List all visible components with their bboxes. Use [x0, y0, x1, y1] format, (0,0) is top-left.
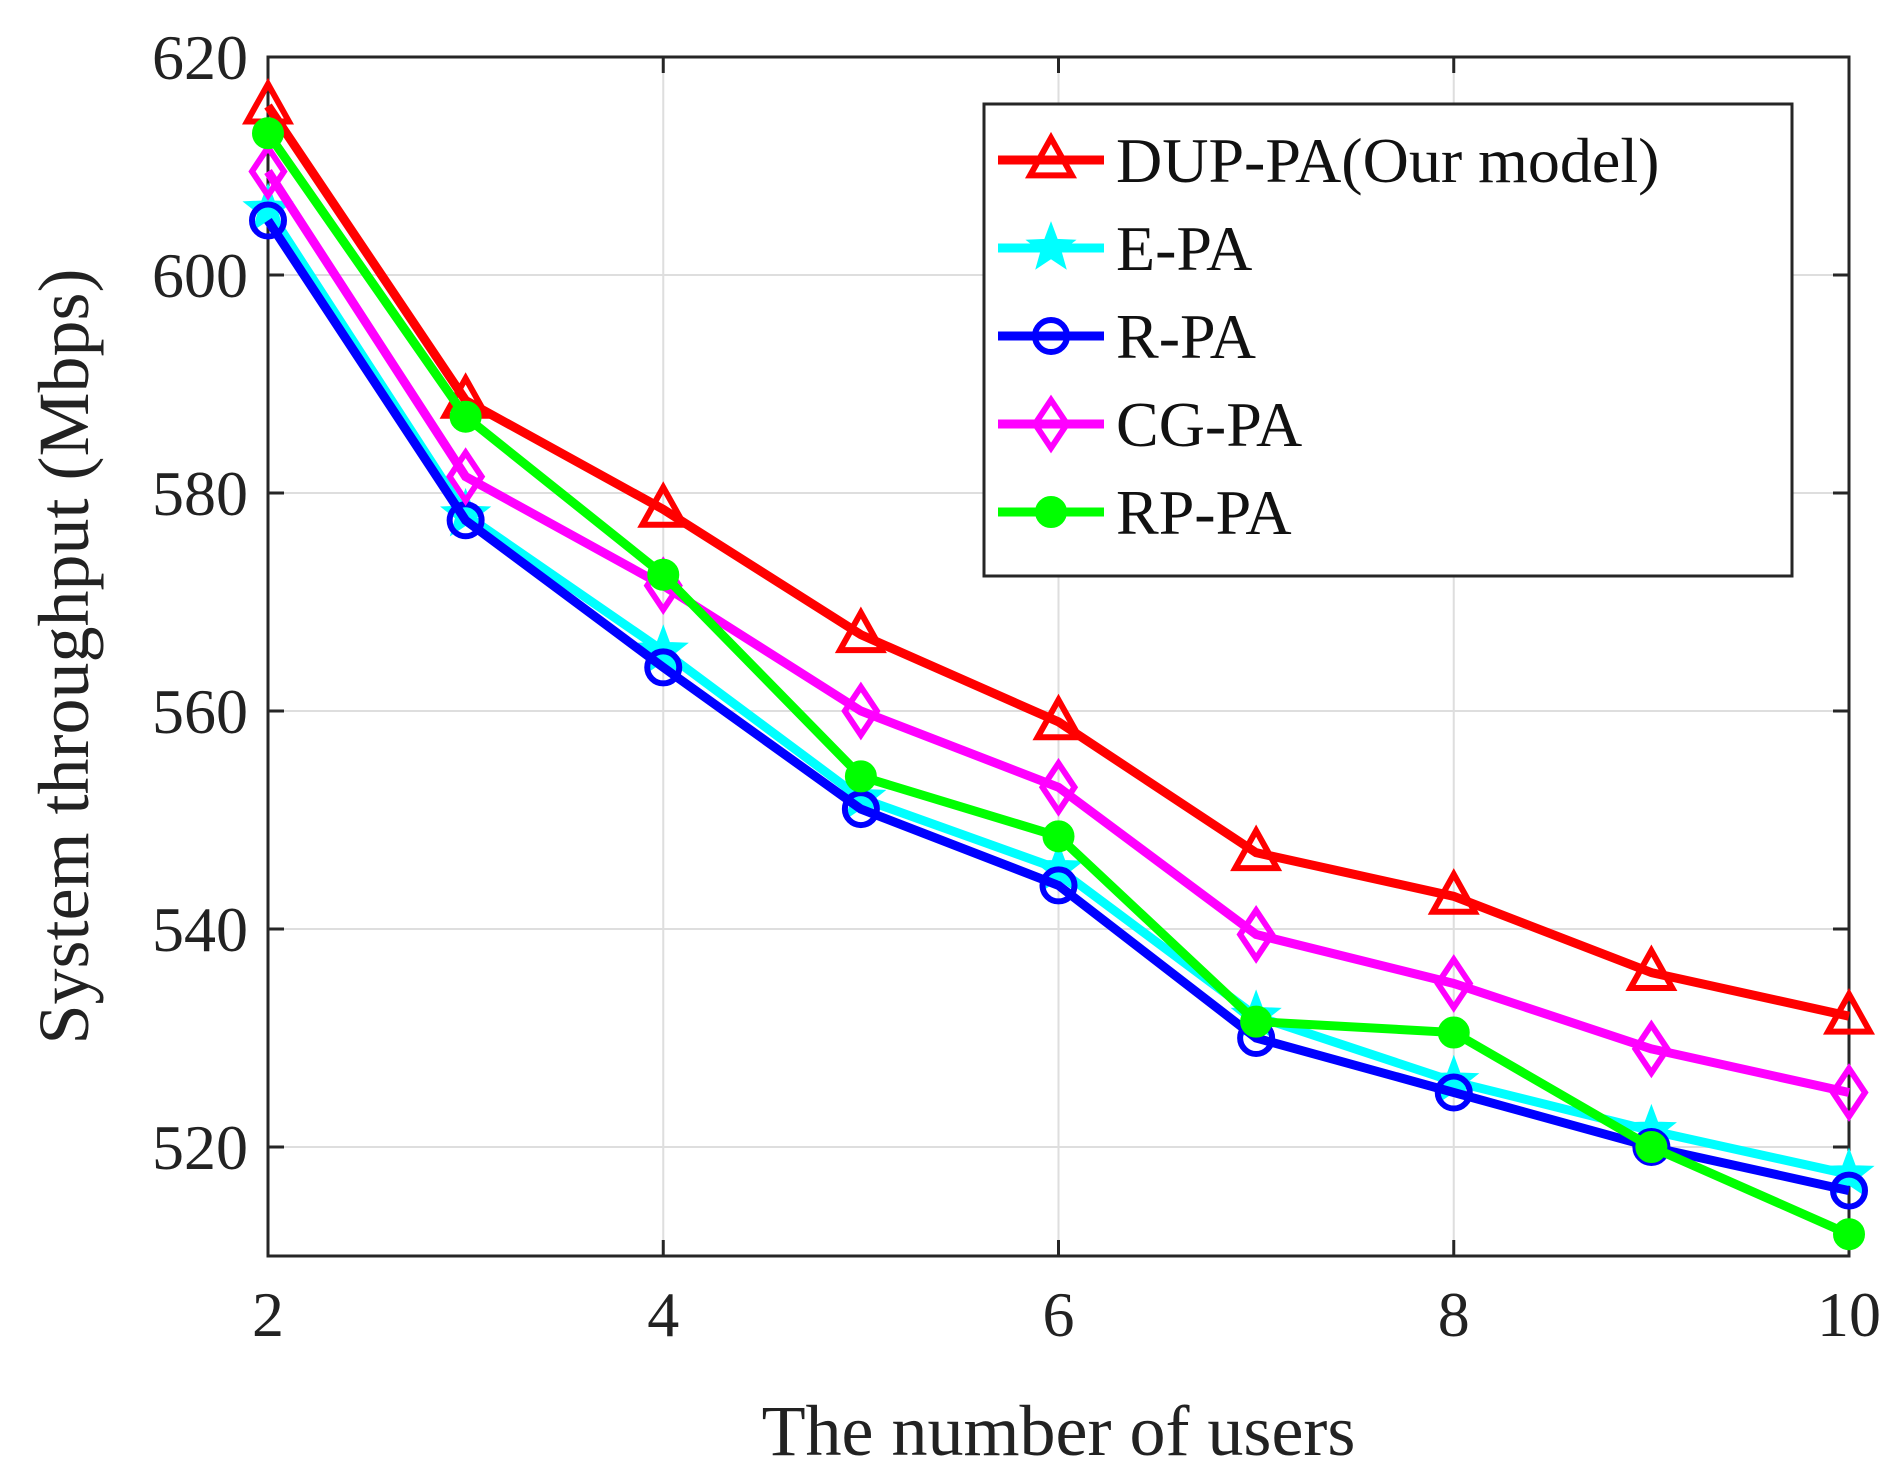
data-point [1625, 944, 1678, 991]
legend-item: DUP-PA(Our model) [998, 125, 1659, 196]
series-line [264, 103, 1850, 1021]
legend-marker [1025, 221, 1077, 270]
data-point [1437, 1016, 1470, 1049]
legend-marker [1032, 317, 1070, 355]
legend-label: E-PA [1116, 213, 1252, 284]
data-point [1434, 954, 1474, 1013]
legend-item: E-PA [998, 213, 1252, 284]
data-point [1038, 757, 1079, 817]
legend-box [982, 102, 1794, 578]
data-point [1829, 1063, 1869, 1122]
data-point [446, 447, 486, 507]
y-axis-title: System throughput (Mbps) [24, 268, 104, 1044]
x-tick-label: 4 [647, 1279, 679, 1350]
y-tick-label: 600 [152, 240, 248, 311]
series-layer [241, 77, 1876, 1251]
x-tick-label: 6 [1043, 1279, 1075, 1350]
data-point [1822, 988, 1876, 1035]
legend-label: DUP-PA(Our model) [1116, 125, 1659, 196]
data-point [449, 400, 482, 433]
data-point [249, 201, 287, 240]
data-point [1039, 866, 1078, 905]
data-point [1032, 693, 1085, 741]
data-point [1230, 824, 1283, 872]
y-tick-label: 520 [152, 1112, 248, 1183]
data-point [841, 790, 880, 829]
series-line [264, 218, 1850, 1195]
legend-marker [1031, 394, 1071, 454]
data-point [252, 117, 284, 150]
tick-layer: 2 4 6 8 10 520 540 560 580 600 620 [152, 22, 1881, 1350]
data-point [1427, 868, 1480, 915]
y-tick-label: 620 [152, 22, 248, 93]
data-point [1236, 905, 1276, 964]
x-tick-label: 2 [252, 1279, 284, 1350]
legend: DUP-PA(Our model) E-PA R-PA CG-PA RP-PA [982, 102, 1794, 578]
data-point [647, 558, 680, 591]
data-point [637, 481, 690, 528]
legend-marker [1035, 496, 1067, 528]
legend-label: CG-PA [1116, 389, 1302, 460]
legend-marker [1024, 131, 1078, 179]
y-tick-label: 560 [152, 676, 248, 747]
data-point [1042, 820, 1075, 853]
data-point [248, 142, 288, 201]
data-point [644, 648, 683, 687]
legend-item: R-PA [998, 301, 1256, 372]
legend-label: RP-PA [1116, 477, 1292, 548]
data-point [1635, 1131, 1668, 1163]
legend-item: RP-PA [998, 477, 1292, 548]
data-point [1434, 1073, 1473, 1112]
data-point [1631, 1019, 1671, 1079]
series-4 [252, 117, 1865, 1251]
y-tick-label: 580 [152, 458, 248, 529]
legend-item: CG-PA [998, 389, 1302, 460]
data-point [1240, 1005, 1273, 1038]
data-point [834, 606, 887, 654]
data-point [1830, 1171, 1868, 1210]
data-point [1833, 1218, 1865, 1251]
legend-label: R-PA [1116, 301, 1256, 372]
data-point [841, 681, 881, 741]
series-line [264, 169, 1850, 1097]
x-axis-title: The number of users [762, 1391, 1356, 1470]
y-tick-label: 540 [152, 894, 248, 965]
data-point [844, 760, 877, 793]
x-tick-label: 8 [1438, 1279, 1470, 1350]
x-tick-label: 10 [1817, 1279, 1881, 1350]
